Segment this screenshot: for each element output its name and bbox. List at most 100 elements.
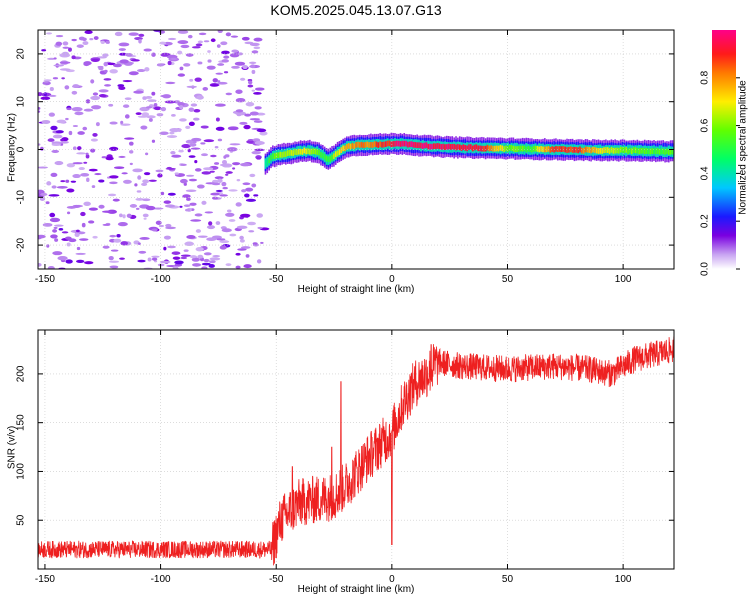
noise-cell bbox=[214, 162, 220, 165]
noise-cell bbox=[157, 173, 163, 178]
noise-cell bbox=[90, 148, 96, 153]
ridge-cell bbox=[431, 143, 433, 150]
ridge-cell bbox=[593, 147, 596, 153]
ridge-cell bbox=[470, 144, 472, 150]
ridge-cell bbox=[416, 142, 418, 149]
noise-cell bbox=[66, 163, 76, 168]
ridge-cell bbox=[270, 154, 272, 161]
noise-cell bbox=[231, 49, 239, 53]
noise-cell bbox=[180, 256, 187, 260]
ridge-cell bbox=[473, 144, 476, 151]
noise-cell bbox=[43, 79, 52, 82]
noise-cell bbox=[169, 131, 175, 135]
noise-cell bbox=[235, 109, 244, 113]
noise-cell bbox=[71, 55, 76, 60]
ridge-cell bbox=[299, 148, 302, 155]
ridge-cell bbox=[664, 149, 666, 155]
ridge-cell bbox=[312, 148, 315, 155]
x-tick-label: -150 bbox=[35, 274, 55, 285]
ridge-cell bbox=[412, 141, 415, 148]
noise-cell bbox=[165, 167, 176, 170]
noise-cell bbox=[112, 63, 122, 68]
noise-cell bbox=[230, 35, 239, 38]
noise-cell bbox=[80, 211, 86, 217]
noise-cell bbox=[249, 42, 260, 47]
noise-cell bbox=[98, 179, 105, 183]
ridge-cell bbox=[640, 147, 642, 154]
noise-cell bbox=[194, 168, 202, 172]
noise-cell bbox=[118, 42, 130, 47]
noise-cell bbox=[237, 248, 247, 251]
noise-cell bbox=[38, 166, 49, 169]
noise-cell bbox=[151, 91, 156, 96]
noise-cell bbox=[142, 96, 147, 100]
noise-cell bbox=[101, 156, 107, 159]
ridge-cell bbox=[610, 146, 613, 153]
ridge-cell bbox=[460, 145, 463, 151]
colorbar: 0.0 0.2 0.4 0.6 0.8 bbox=[700, 30, 740, 276]
ridge-cell bbox=[647, 148, 650, 155]
noise-cell bbox=[256, 213, 264, 218]
ridge-cell bbox=[305, 148, 307, 155]
noise-cell bbox=[75, 252, 86, 255]
noise-cell bbox=[219, 245, 227, 250]
noise-cell bbox=[135, 112, 142, 116]
noise-cell bbox=[52, 251, 63, 256]
noise-cell bbox=[240, 213, 251, 218]
noise-cell bbox=[42, 223, 53, 227]
noise-cell bbox=[170, 150, 176, 155]
noise-cell bbox=[186, 174, 195, 177]
ridge-cell bbox=[462, 144, 465, 150]
noise-cell bbox=[179, 105, 184, 110]
noise-cell bbox=[117, 84, 125, 87]
noise-cell bbox=[215, 126, 225, 131]
noise-cell bbox=[134, 36, 143, 41]
noise-cell bbox=[46, 181, 52, 186]
noise-cell bbox=[121, 172, 128, 175]
ridge-cell bbox=[408, 141, 411, 148]
noise-cell bbox=[189, 255, 198, 259]
noise-cell bbox=[103, 61, 108, 67]
noise-cell bbox=[232, 167, 236, 170]
noise-cell bbox=[83, 62, 90, 67]
noise-cell bbox=[172, 256, 181, 260]
noise-cell bbox=[245, 187, 254, 192]
ridge-cell bbox=[394, 140, 396, 147]
ridge-cell bbox=[592, 146, 594, 153]
noise-cell bbox=[66, 211, 71, 215]
noise-cell bbox=[163, 200, 172, 204]
noise-cell bbox=[88, 207, 99, 211]
noise-cell bbox=[170, 57, 178, 61]
noise-cell bbox=[62, 46, 70, 49]
noise-cell bbox=[62, 41, 69, 46]
noise-cell bbox=[241, 36, 250, 41]
noise-cell bbox=[235, 252, 241, 256]
noise-cell bbox=[151, 257, 158, 261]
noise-cell bbox=[124, 97, 132, 100]
noise-cell bbox=[138, 39, 142, 44]
noise-cell bbox=[165, 223, 172, 228]
ridge-cell bbox=[434, 143, 437, 150]
noise-cell bbox=[235, 265, 241, 269]
noise-cell bbox=[186, 235, 196, 239]
noise-cell bbox=[158, 224, 164, 228]
ridge-cell bbox=[484, 145, 487, 152]
noise-cell bbox=[177, 40, 189, 45]
ridge-cell bbox=[373, 141, 376, 147]
noise-cell bbox=[145, 152, 149, 156]
noise-cell bbox=[124, 52, 133, 57]
noise-cell bbox=[86, 177, 90, 183]
noise-cell bbox=[245, 254, 250, 258]
noise-cell bbox=[110, 249, 119, 252]
noise-cell bbox=[72, 174, 81, 179]
ridge-cell bbox=[316, 149, 319, 155]
noise-cell bbox=[122, 104, 130, 108]
noise-cell bbox=[108, 193, 117, 197]
noise-cell bbox=[219, 240, 230, 244]
noise-cell bbox=[48, 194, 60, 197]
noise-cell bbox=[197, 235, 208, 238]
noise-cell bbox=[109, 234, 117, 238]
noise-cell bbox=[66, 107, 72, 111]
noise-cell bbox=[248, 230, 255, 233]
